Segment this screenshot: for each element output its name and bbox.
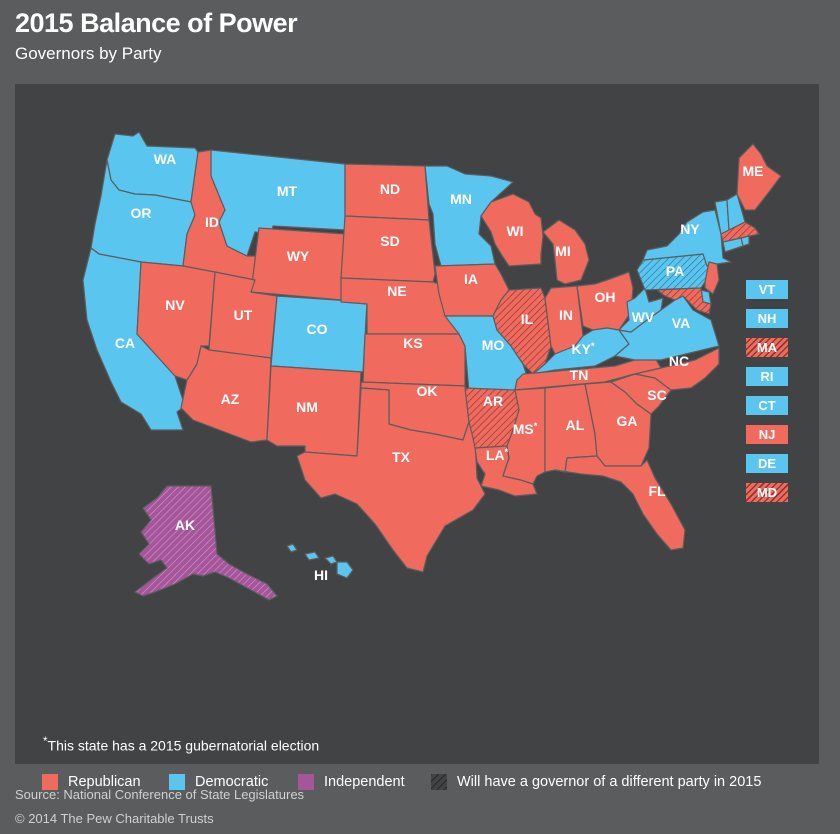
legend-swatch-independent (298, 774, 314, 790)
state-label-nv: NV (165, 297, 185, 313)
us-map: WA OR CA ID NV MT WY UT CO AZ NM ND SD NE KS OK TX MN IA MO… (82, 131, 782, 601)
state-label-mn: MN (450, 191, 472, 207)
state-label-wv: WV (632, 309, 655, 325)
election-note: *This state has a 2015 gubernatorial ele… (43, 735, 319, 754)
state-label-ak: AK (175, 517, 195, 533)
state-label-nc: NC (669, 353, 689, 369)
note-asterisk: * (43, 735, 48, 748)
state-ct (722, 237, 744, 253)
state-nm (266, 365, 362, 457)
state-label-ok: OK (417, 383, 438, 399)
state-ky (532, 327, 630, 375)
legend-swatch-democratic (169, 774, 185, 790)
state-label-wa: WA (154, 151, 177, 167)
state-label-oh: OH (595, 289, 616, 305)
state-label-mt: MT (277, 183, 298, 199)
small-state-box-ct: CT (746, 396, 788, 415)
source-note: Source: National Conference of State Leg… (15, 787, 305, 802)
state-label-al: AL (566, 417, 585, 433)
small-state-box-nj: NJ (746, 425, 788, 444)
state-nc (604, 347, 720, 391)
state-label-pa: PA (666, 263, 684, 279)
state-label-ky: KY* (572, 341, 595, 357)
state-label-ar: AR (483, 393, 503, 409)
state-label-va: VA (672, 315, 690, 331)
state-label-ny: NY (680, 221, 700, 237)
state-mn (424, 165, 514, 267)
legend-label-democratic: Democratic (195, 774, 269, 790)
state-tx (296, 387, 486, 573)
state-sd (340, 215, 436, 283)
state-ks (362, 333, 466, 387)
state-label-nd: ND (380, 181, 400, 197)
chart-title: 2015 Balance of Power (15, 8, 298, 38)
state-label-in: IN (559, 307, 573, 323)
state-mi (542, 219, 590, 285)
state-label-mi: MI (555, 243, 571, 259)
note-text: This state has a 2015 gubernatorial elec… (47, 737, 320, 754)
state-label-id: ID (205, 214, 219, 230)
state-wv (618, 287, 664, 333)
state-label-fl: FL (648, 483, 666, 499)
small-state-box-de: DE (746, 454, 788, 473)
state-label-il: IL (521, 311, 534, 327)
small-state-box-ma: MA (746, 338, 788, 357)
state-label-hi: HI (314, 567, 328, 583)
state-label-wy: WY (287, 248, 310, 264)
state-label-or: OR (131, 205, 152, 221)
state-label-wi: WI (506, 223, 523, 239)
state-label-ms: MS* (513, 421, 538, 437)
state-label-tx: TX (392, 449, 411, 465)
small-state-box-nh: NH (746, 309, 788, 328)
state-wi (480, 193, 544, 267)
legend-label-changing: Will have a governor of a different part… (457, 774, 762, 790)
state-label-mo: MO (482, 337, 505, 353)
state-fl (554, 455, 686, 551)
legend-label-independent: Independent (324, 774, 405, 790)
state-label-ca: CA (115, 335, 135, 351)
state-label-ks: KS (403, 335, 422, 351)
state-label-la: LA* (486, 447, 509, 463)
small-state-box-md: MD (746, 483, 788, 502)
state-label-nm: NM (296, 399, 318, 415)
state-hi (286, 543, 354, 579)
chart-subtitle: Governors by Party (15, 44, 162, 63)
state-label-ne: NE (387, 283, 406, 299)
state-me (736, 143, 782, 211)
state-label-co: CO (307, 321, 328, 337)
state-label-ut: UT (234, 307, 253, 323)
legend-swatch-republican (42, 774, 58, 790)
state-label-ga: GA (617, 413, 638, 429)
state-il (492, 287, 552, 375)
state-md (656, 287, 712, 315)
state-label-sd: SD (380, 233, 399, 249)
state-label-tn: TN (570, 367, 589, 383)
state-wy (250, 227, 346, 301)
small-state-box-ri: RI (746, 367, 788, 386)
legend-republican: Republican (42, 774, 141, 790)
legend-independent: Independent (298, 774, 405, 790)
legend-label-republican: Republican (68, 774, 141, 790)
map-panel: WA OR CA ID NV MT WY UT CO AZ NM ND SD NE KS OK TX MN IA MO… (15, 84, 819, 790)
copyright-note: © 2014 The Pew Charitable Trusts (15, 811, 214, 826)
state-ak (134, 485, 278, 601)
state-label-ia: IA (464, 271, 478, 287)
state-label-sc: SC (647, 387, 666, 403)
state-nj (704, 261, 720, 295)
state-label-az: AZ (221, 391, 240, 407)
small-state-box-vt: VT (746, 280, 788, 299)
legend-democratic: Democratic (169, 774, 268, 790)
state-label-me: ME (743, 163, 764, 179)
legend-swatch-hatched (431, 774, 447, 790)
legend-changing: Will have a governor of a different part… (431, 774, 761, 790)
